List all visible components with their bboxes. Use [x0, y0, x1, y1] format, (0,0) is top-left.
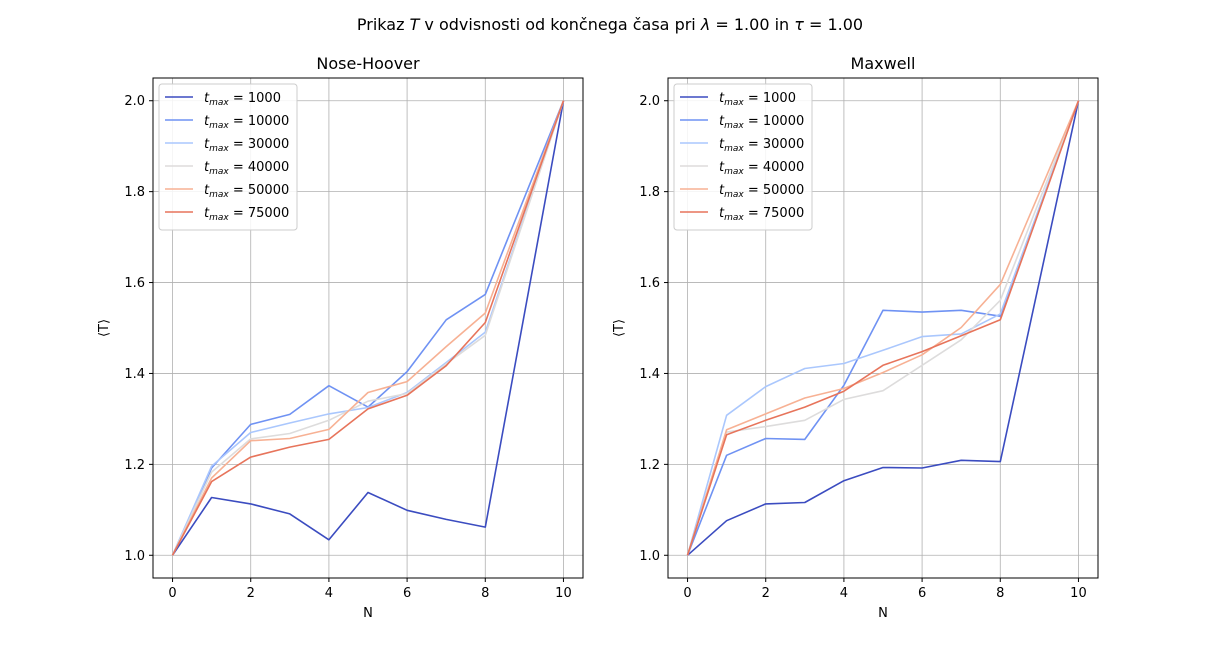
legend-entry: tmax = 50000 [204, 183, 289, 200]
y-tick-label: 2.0 [639, 94, 660, 109]
x-tick-label: 2 [762, 586, 770, 601]
y-tick-label: 1.4 [639, 367, 660, 382]
x-axis-label: N [363, 606, 373, 621]
x-tick-label: 6 [403, 586, 411, 601]
y-tick-label: 1.8 [639, 185, 660, 200]
axes-frame [667, 77, 1099, 579]
legend: tmax = 1000 tmax = 10000 tmax = 30000 tmax … [158, 83, 298, 231]
y-tick-label: 1.6 [124, 276, 145, 291]
series-line-40000 [686, 100, 1080, 556]
series-line-30000 [686, 100, 1080, 556]
x-tick-label: 8 [481, 586, 489, 601]
x-axis-label: N [878, 606, 888, 621]
x-tick-label: 8 [996, 586, 1004, 601]
legend-entry: tmax = 1000 [204, 91, 281, 108]
figure-title: Prikaz T v odvisnosti od končnega časa p… [357, 15, 863, 34]
y-tick-label: 1.2 [124, 458, 145, 473]
legend-entry: tmax = 10000 [719, 114, 804, 131]
y-tick-label: 1.2 [639, 458, 660, 473]
y-tick-label: 1.8 [124, 185, 145, 200]
y-tick-label: 1.0 [124, 549, 145, 564]
y-tick-label: 1.4 [124, 367, 145, 382]
legend-box [673, 83, 813, 231]
legend-entry: tmax = 30000 [204, 137, 289, 154]
x-tick-label: 6 [918, 586, 926, 601]
legend-entry: tmax = 50000 [719, 183, 804, 200]
x-tick-label: 0 [168, 586, 176, 601]
maxwell-panel: 0 2 4 6 8 10 1.0 1.2 1.4 1.6 1.8 2.0 Maxwell N ⟨T⟩ tmax… [612, 54, 1099, 621]
legend-entry: tmax = 75000 [204, 206, 289, 223]
legend-box [158, 83, 298, 231]
y-axis-label: ⟨T⟩ [97, 319, 112, 337]
x-tick-label: 4 [325, 586, 333, 601]
series-line-50000 [686, 100, 1080, 556]
series-line-1000 [686, 100, 1080, 556]
legend-entry: tmax = 40000 [204, 160, 289, 177]
legend: tmax = 1000 tmax = 10000 tmax = 30000 tmax … [673, 83, 813, 231]
x-tick-label: 10 [1070, 586, 1087, 601]
x-tick-label: 4 [840, 586, 848, 601]
axes-frame [152, 77, 584, 579]
x-tick-label: 2 [247, 586, 255, 601]
series-line-1000 [171, 100, 565, 556]
legend-entry: tmax = 40000 [719, 160, 804, 177]
series-line-10000 [171, 100, 565, 556]
legend-entry: tmax = 10000 [204, 114, 289, 131]
series-line-75000 [171, 100, 565, 556]
series-line-10000 [686, 100, 1080, 556]
legend-entry: tmax = 1000 [719, 91, 796, 108]
series-line-50000 [171, 100, 565, 556]
nose-hoover-panel: 0 2 4 6 8 10 1.0 1.2 1.4 1.6 1.8 2.0 Nose-Hoover N ⟨T⟩… [97, 54, 584, 621]
series-line-75000 [686, 100, 1080, 556]
y-axis-label: ⟨T⟩ [612, 319, 627, 337]
x-tick-label: 10 [555, 586, 572, 601]
legend-entry: tmax = 30000 [719, 137, 804, 154]
chart-title: Nose-Hoover [316, 54, 420, 73]
y-tick-label: 2.0 [124, 94, 145, 109]
y-tick-label: 1.6 [639, 276, 660, 291]
x-tick-label: 0 [683, 586, 691, 601]
chart-title: Maxwell [851, 54, 916, 73]
y-tick-label: 1.0 [639, 549, 660, 564]
legend-entry: tmax = 75000 [719, 206, 804, 223]
